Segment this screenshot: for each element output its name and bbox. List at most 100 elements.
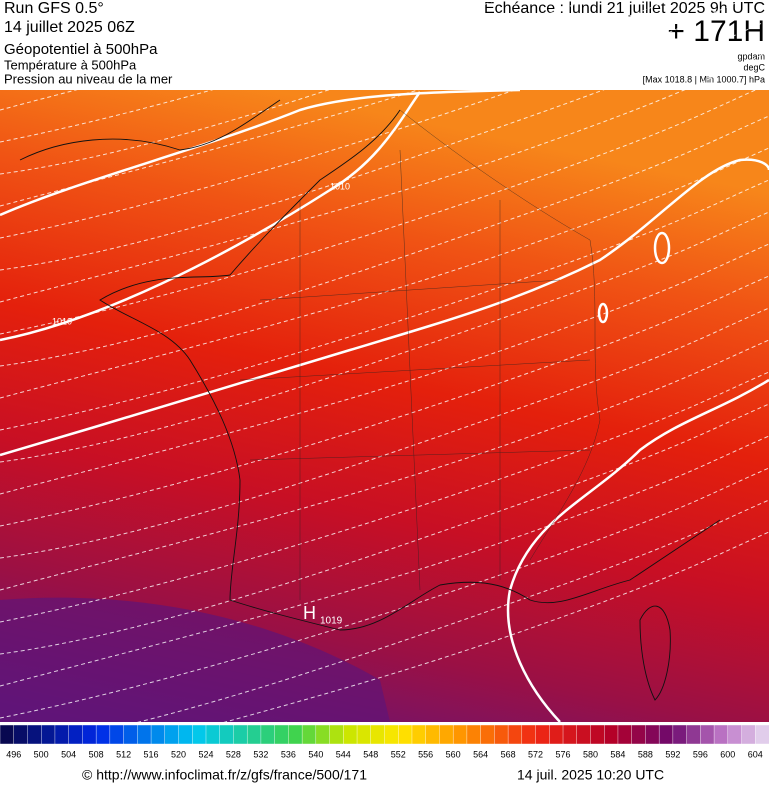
coast <box>229 109 401 276</box>
subtitle: Température à 500hPa <box>4 57 137 72</box>
color-cell <box>398 724 413 745</box>
color-cell <box>27 724 42 745</box>
colorbar-label: 584 <box>610 749 625 759</box>
color-cell <box>576 724 591 745</box>
colorbar-label: 500 <box>34 749 49 759</box>
color-cell <box>150 724 166 745</box>
isotherm <box>0 275 769 527</box>
isotherm <box>0 179 769 431</box>
color-cell <box>521 724 537 745</box>
colorbar-label: 596 <box>693 749 708 759</box>
colorbar-label: 536 <box>281 749 296 759</box>
isotherm <box>0 339 769 591</box>
colorbar-label: 520 <box>171 749 186 759</box>
coastlines <box>19 99 721 701</box>
contour <box>506 378 769 723</box>
subtitle: Pression au niveau de la mer <box>4 71 173 86</box>
high-symbol: H <box>303 603 316 623</box>
color-cell <box>466 724 482 745</box>
color-cell <box>288 724 303 745</box>
color-cell <box>109 724 125 745</box>
color-cell <box>384 724 399 745</box>
color-cell <box>315 724 331 745</box>
color-cell <box>356 724 372 745</box>
color-cell <box>82 724 97 745</box>
isotherm <box>0 19 769 271</box>
colorbar-label: 600 <box>720 749 735 759</box>
color-cell <box>40 724 56 745</box>
run-date: 14 juillet 2025 06Z <box>4 19 135 36</box>
unit: degC <box>743 62 765 72</box>
color-cell <box>219 724 234 745</box>
colorbar-label: 560 <box>446 749 461 759</box>
color-cell <box>233 724 248 745</box>
borders <box>239 109 601 600</box>
color-cell <box>645 724 660 745</box>
run: Run GFS 0.5° <box>4 0 104 17</box>
colorbar-label: 496 <box>6 749 21 759</box>
color-cell <box>137 724 152 745</box>
color-cell <box>549 724 564 745</box>
contour <box>597 302 609 324</box>
color-cell <box>329 724 344 745</box>
isobar-label: 1010 <box>52 316 72 326</box>
contour <box>0 158 769 457</box>
colorbar-label: 556 <box>418 749 433 759</box>
color-cell <box>658 724 674 745</box>
cold-zone <box>0 597 390 722</box>
color-cell <box>178 724 193 745</box>
isotherm <box>0 307 769 559</box>
isotherm <box>0 83 769 335</box>
color-cell <box>425 724 440 745</box>
offset: + 171H <box>667 15 765 48</box>
color-cell <box>192 724 207 745</box>
colorbar-label: 588 <box>638 749 653 759</box>
isotherm <box>0 0 744 239</box>
map-title: Géopotentiel à 500hPa <box>4 41 158 58</box>
isotherm <box>0 403 769 655</box>
isotherm <box>0 51 769 303</box>
color-cell <box>301 724 317 745</box>
isotherm <box>0 0 499 143</box>
unit: gpdam <box>737 51 765 61</box>
color-cell <box>452 724 468 745</box>
color-cell <box>164 724 180 745</box>
color-cell <box>343 724 358 745</box>
coast <box>19 99 281 161</box>
colorbar-label: 552 <box>391 749 406 759</box>
colorbar-label: 512 <box>116 749 131 759</box>
geopotential-contours <box>0 88 769 723</box>
color-cell <box>370 724 385 745</box>
color-cell <box>507 724 523 745</box>
pressure-range: [Max 1018.8 | Min 1000.7] hPa <box>643 74 765 84</box>
colorbar-label: 516 <box>144 749 159 759</box>
corsica <box>639 605 671 701</box>
coast <box>99 274 721 631</box>
colorbar-label: 528 <box>226 749 241 759</box>
isobar-label: 1010 <box>330 181 350 191</box>
color-cell <box>617 724 633 745</box>
color-cell <box>631 724 646 745</box>
color-cell <box>439 724 454 745</box>
color-cell <box>713 724 729 745</box>
colorbar-label: 508 <box>89 749 104 759</box>
colorbar-label: 524 <box>198 749 213 759</box>
high-value: 1019 <box>320 616 343 627</box>
color-cell <box>755 724 769 745</box>
color-cell <box>205 724 221 745</box>
color-cell <box>54 724 70 745</box>
echeance: Echéance : lundi 21 juillet 2025 9h UTC <box>484 0 765 17</box>
color-cell <box>95 724 111 745</box>
colorbar-label: 532 <box>253 749 268 759</box>
color-cell <box>13 724 28 745</box>
timestamp: 14 juil. 2025 10:20 UTC <box>517 767 664 783</box>
contour <box>0 88 521 217</box>
isotherm <box>0 0 400 111</box>
isotherm <box>0 211 769 463</box>
color-cell <box>480 724 495 745</box>
isotherm <box>0 435 769 687</box>
